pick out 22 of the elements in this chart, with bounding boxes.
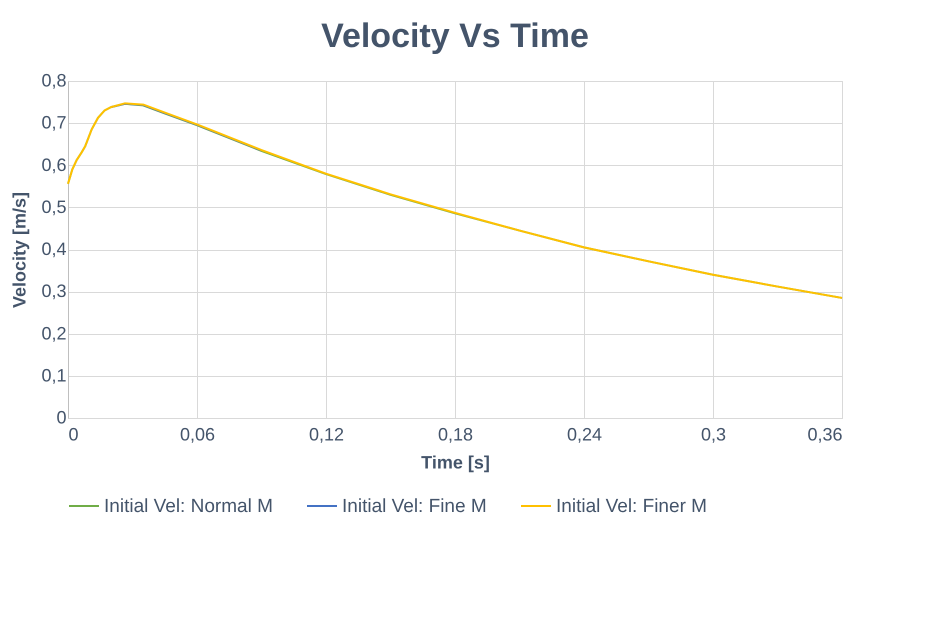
x-tick-label: 0 <box>68 424 79 444</box>
y-tick-label: 0,8 <box>41 70 66 90</box>
x-tick-label: 0,18 <box>438 424 474 444</box>
y-axis-title: Velocity [m/s] <box>9 192 30 308</box>
y-tick-label: 0,2 <box>41 323 66 344</box>
y-tick-label: 0,1 <box>41 365 66 386</box>
legend-label: Initial Vel: Normal M <box>104 496 273 517</box>
x-axis-title: Time [s] <box>421 452 490 472</box>
legend-label: Initial Vel: Fine M <box>342 496 487 517</box>
x-tick-label: 0,36 <box>807 424 842 444</box>
x-tick-label: 0,06 <box>180 424 216 444</box>
y-tick-label: 0,6 <box>41 154 66 175</box>
y-tick-label: 0,3 <box>41 281 66 302</box>
x-tick-label: 0,3 <box>700 424 726 444</box>
x-tick-label: 0,12 <box>308 424 344 444</box>
y-tick-label: 0 <box>56 408 66 428</box>
y-tick-label: 0,4 <box>41 239 66 259</box>
x-tick-label: 0,24 <box>566 424 602 444</box>
chart-title: Velocity Vs Time <box>321 17 589 55</box>
y-tick-label: 0,5 <box>41 196 66 217</box>
legend-label: Initial Vel: Finer M <box>556 496 707 517</box>
y-tick-label: 0,7 <box>41 112 66 133</box>
